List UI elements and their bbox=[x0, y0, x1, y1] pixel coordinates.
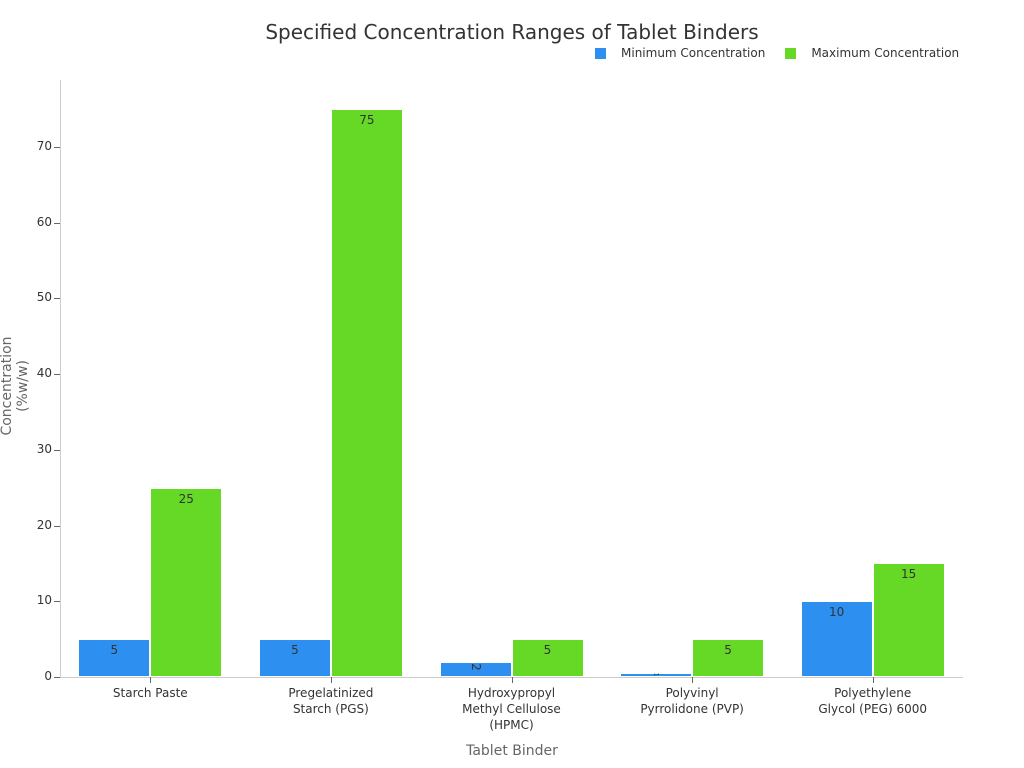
bar-max bbox=[330, 109, 403, 677]
bar-value-label: 10 bbox=[829, 605, 845, 620]
y-tick-label: 70 bbox=[36, 139, 52, 153]
x-tick bbox=[150, 677, 152, 683]
y-axis-title: Concentration (%w/w) bbox=[0, 336, 31, 436]
legend-swatch bbox=[595, 47, 606, 59]
x-category-label: Polyethylene Glycol (PEG) 6000 bbox=[818, 686, 928, 716]
legend-label: Minimum Concentration bbox=[621, 46, 766, 60]
legend: Minimum Concentration Maximum Concentrati… bbox=[595, 46, 979, 60]
bar-min bbox=[800, 601, 873, 677]
x-category-label: Starch Paste bbox=[112, 686, 188, 700]
bar-min bbox=[620, 673, 693, 677]
y-tick-label: 30 bbox=[36, 441, 52, 456]
bar-value-label: 25 bbox=[178, 491, 194, 506]
bar-min bbox=[439, 661, 512, 677]
chart-title: Specified Concentration Ranges of Tablet… bbox=[265, 20, 759, 44]
y-tick bbox=[54, 601, 60, 603]
y-tick bbox=[54, 677, 60, 678]
x-axis-title: Tablet Binder bbox=[466, 743, 558, 759]
x-tick bbox=[872, 677, 874, 683]
bar-value-label: 5 bbox=[543, 643, 552, 658]
y-axis-line bbox=[60, 80, 61, 677]
legend-item: Minimum Concentration bbox=[595, 46, 765, 60]
x-category-label: Polyvinyl Pyrrolidone (PVP) bbox=[640, 686, 744, 716]
y-tick-label: 50 bbox=[36, 290, 52, 305]
legend-label: Maximum Concentration bbox=[811, 46, 960, 60]
legend-swatch bbox=[785, 47, 797, 59]
y-tick-label: 60 bbox=[36, 214, 52, 229]
y-tick bbox=[54, 222, 60, 224]
y-tick bbox=[54, 147, 60, 148]
x-tick bbox=[692, 677, 694, 683]
bar-value-label: 1 bbox=[652, 672, 660, 677]
bar-value-label: 5 bbox=[110, 643, 119, 658]
y-tick bbox=[54, 525, 60, 527]
bar-max bbox=[150, 487, 223, 677]
y-tick bbox=[54, 449, 60, 451]
bar-min bbox=[258, 639, 331, 677]
y-tick bbox=[54, 298, 60, 300]
y-tick-label: 40 bbox=[36, 366, 52, 381]
bar-value-label: 5 bbox=[291, 643, 299, 658]
bar-value-label: 5 bbox=[724, 643, 732, 658]
legend-item: Maximum Concentration bbox=[785, 46, 959, 60]
bar-min bbox=[78, 639, 151, 677]
x-category-label: Hydroxypropyl Methyl Cellulose (HPMC) bbox=[462, 686, 561, 732]
bar-max bbox=[872, 563, 945, 677]
x-category-label: Pregelatinized Starch (PGS) bbox=[288, 686, 374, 716]
x-tick bbox=[511, 677, 513, 683]
bar-max bbox=[511, 639, 584, 677]
y-tick-label: 10 bbox=[36, 593, 52, 608]
bar-value-label: 75 bbox=[359, 113, 375, 128]
y-tick bbox=[54, 374, 60, 376]
bar-value-label: 15 bbox=[901, 567, 917, 582]
x-tick bbox=[330, 677, 332, 683]
bar-max bbox=[692, 639, 765, 677]
y-tick-label: 0 bbox=[44, 669, 52, 683]
bar-value-label: 2 bbox=[468, 663, 483, 671]
y-tick-label: 20 bbox=[36, 517, 52, 532]
